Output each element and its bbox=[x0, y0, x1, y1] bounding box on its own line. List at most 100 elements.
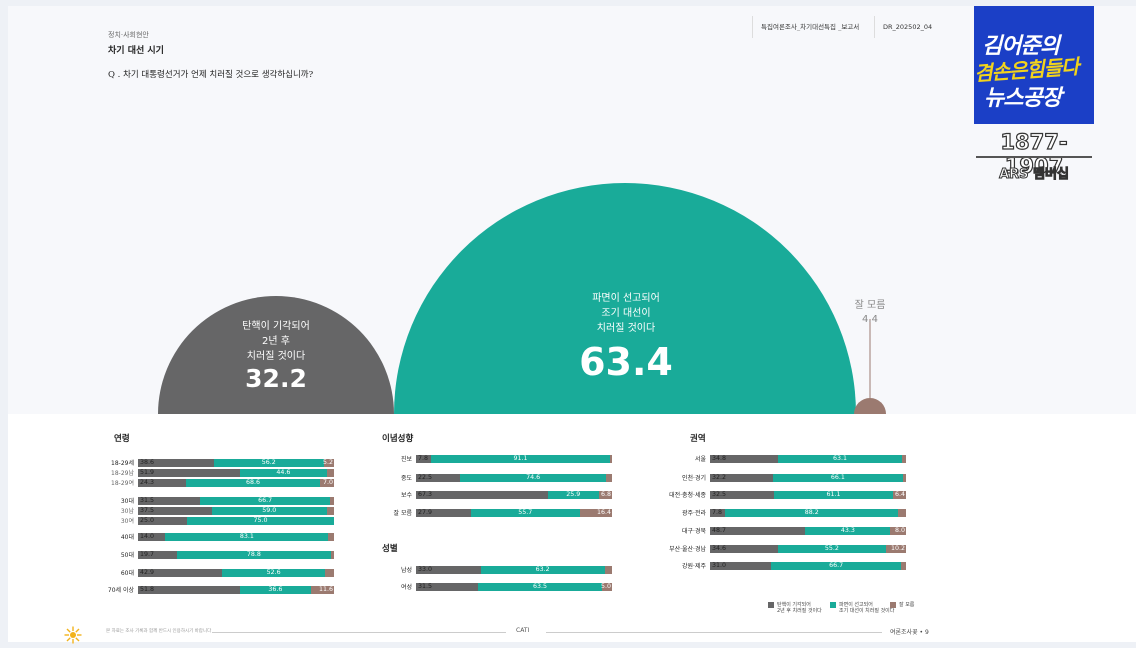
stacked-bar: 31.0 66.7 bbox=[710, 562, 906, 570]
bar-segment-dontknow bbox=[328, 533, 334, 541]
stacked-bar: 51.8 36.6 11.6 bbox=[138, 586, 334, 594]
legend-swatch-dontknow bbox=[890, 602, 896, 608]
bar-segment-dismissed: 34.8 bbox=[710, 455, 779, 463]
bubble-early-value: 63.4 bbox=[579, 340, 673, 384]
bar-row-label: 18-29세 bbox=[111, 460, 134, 467]
legend-dontknow: 잘 모름 bbox=[890, 602, 914, 608]
legend-early: 파면이 선고되어 조기 대선이 치러질 것이다 bbox=[830, 602, 894, 614]
bar-segment-early: 55.7 bbox=[470, 509, 580, 517]
bar-value-label: 5.2 bbox=[322, 459, 333, 466]
bar-value-label: 55.2 bbox=[824, 545, 839, 552]
bar-value-label: 34.8 bbox=[712, 455, 727, 462]
bar-segment-early: 25.9 bbox=[547, 491, 599, 499]
legend-swatch-early bbox=[830, 602, 836, 608]
bar-row-label: 40대 bbox=[120, 534, 134, 541]
bar-segment-dismissed: 33.0 bbox=[416, 566, 481, 574]
bar-segment-dismissed: 31.5 bbox=[138, 497, 200, 505]
bar-row-label: 60대 bbox=[120, 570, 134, 577]
bar-value-label: 55.7 bbox=[518, 509, 533, 516]
bubble-dontknow bbox=[854, 398, 886, 414]
stacked-bar: 33.0 63.2 bbox=[416, 566, 612, 574]
bar-segment-dismissed: 34.6 bbox=[710, 545, 778, 553]
stacked-bar: 42.9 52.6 bbox=[138, 569, 334, 577]
bar-value-label: 43.3 bbox=[840, 527, 855, 534]
bubble-early bbox=[394, 183, 856, 414]
section-title-gender: 성별 bbox=[382, 544, 398, 554]
stacked-bar: 31.5 63.5 5.0 bbox=[416, 583, 612, 591]
section-title-region: 권역 bbox=[690, 434, 706, 444]
bubble-chart bbox=[158, 183, 886, 414]
legend-dismissed: 탄핵이 기각되어 2년 후 치러질 것이다 bbox=[768, 602, 822, 614]
bar-value-label: 67.3 bbox=[418, 491, 433, 498]
bar-segment-early: 66.7 bbox=[770, 562, 902, 570]
bubble-dismissed bbox=[158, 296, 394, 414]
legend-dismissed-line-2: 2년 후 치러질 것이다 bbox=[777, 608, 822, 614]
logo-line-1: 김어준의 bbox=[982, 34, 1060, 59]
bar-segment-dismissed: 51.9 bbox=[138, 469, 240, 477]
bar-value-label: 6.8 bbox=[600, 491, 611, 498]
bar-segment-dismissed: 19.7 bbox=[138, 551, 177, 559]
footer-rule-left bbox=[212, 632, 506, 633]
bar-segment-dontknow bbox=[901, 562, 906, 570]
bar-segment-dismissed: 24.3 bbox=[138, 479, 186, 487]
section-title-ideology: 이념성향 bbox=[382, 434, 414, 444]
bar-value-label: 88.2 bbox=[804, 509, 819, 516]
bar-row-label: 부산·울산·경남 bbox=[669, 546, 706, 553]
bar-value-label: 25.9 bbox=[566, 491, 581, 498]
bar-value-label: 37.5 bbox=[140, 507, 155, 514]
bar-segment-early: 83.1 bbox=[165, 533, 329, 541]
early-label-line-1: 파면이 선고되어 bbox=[592, 293, 660, 304]
bar-segment-early: 63.1 bbox=[778, 455, 902, 463]
bar-segment-early: 59.0 bbox=[211, 507, 328, 515]
dontknow-label-text: 잘 모름 bbox=[854, 300, 886, 311]
bar-value-label: 75.0 bbox=[253, 517, 268, 524]
bar-value-label: 66.7 bbox=[258, 497, 273, 504]
stacked-bar: 14.0 83.1 bbox=[138, 533, 334, 541]
bar-value-label: 32.5 bbox=[712, 491, 727, 498]
footer-page: 여론조사꽃 • 9 bbox=[890, 629, 929, 636]
bar-segment-dismissed: 32.2 bbox=[710, 474, 774, 482]
bar-segment-dontknow bbox=[604, 566, 612, 574]
bar-value-label: 5.0 bbox=[600, 583, 611, 590]
bar-value-label: 38.6 bbox=[140, 459, 155, 466]
bar-segment-early: 43.3 bbox=[805, 527, 891, 535]
news-factory-logo: 김어준의 겸손은힘들다 뉴스공장 bbox=[974, 6, 1094, 124]
bubble-dismissed-value: 32.2 bbox=[245, 364, 307, 393]
bar-row-label: 18-29남 bbox=[111, 470, 134, 477]
bar-row-label: 30여 bbox=[120, 518, 134, 525]
category-label: 정치·사회현안 bbox=[108, 31, 149, 39]
bar-segment-early: 63.5 bbox=[477, 583, 603, 591]
bar-segment-dontknow bbox=[902, 474, 906, 482]
stacked-bar: 34.6 55.2 10.2 bbox=[710, 545, 906, 553]
bar-row-label: 여성 bbox=[400, 584, 412, 591]
bar-value-label: 44.6 bbox=[276, 469, 291, 476]
bar-row-label: 광주·전라 bbox=[682, 510, 706, 517]
bar-value-label: 68.6 bbox=[245, 479, 260, 486]
stacked-bar: 51.9 44.6 bbox=[138, 469, 334, 477]
bar-segment-dontknow: 8.0 bbox=[890, 527, 906, 535]
bar-segment-dontknow: 6.8 bbox=[598, 491, 612, 499]
ars-membership-label: ARS 멤버십 bbox=[999, 167, 1070, 183]
bar-value-label: 16.4 bbox=[596, 509, 611, 516]
bar-row-label: 30남 bbox=[120, 508, 134, 515]
bar-value-label: 74.6 bbox=[526, 474, 541, 481]
bar-row-label: 보수 bbox=[400, 492, 412, 499]
bar-value-label: 66.7 bbox=[829, 562, 844, 569]
bar-value-label: 36.6 bbox=[268, 586, 283, 593]
early-label-line-3: 치러질 것이다 bbox=[596, 323, 656, 334]
bar-segment-dontknow: 16.4 bbox=[579, 509, 612, 517]
stacked-bar: 19.7 78.8 bbox=[138, 551, 334, 559]
report-page: 정치·사회현안 차기 대선 시기 Q . 차기 대통령선거가 언제 치러질 것으… bbox=[8, 6, 1136, 644]
bar-value-label: 52.6 bbox=[266, 569, 281, 576]
stacked-bar: 48.7 43.3 8.0 bbox=[710, 527, 906, 535]
logo-line-3: 뉴스공장 bbox=[984, 86, 1062, 111]
bar-segment-dismissed: 67.3 bbox=[416, 491, 548, 499]
bar-segment-early: 52.6 bbox=[222, 569, 326, 577]
bar-segment-dismissed: 31.0 bbox=[710, 562, 771, 570]
bar-segment-dontknow: 10.2 bbox=[886, 545, 906, 553]
dontknow-label: 잘 모름 4.4 bbox=[840, 299, 900, 327]
bar-value-label: 27.9 bbox=[418, 509, 433, 516]
bar-value-label: 6.4 bbox=[894, 491, 905, 498]
bar-value-label: 48.7 bbox=[712, 527, 727, 534]
legend-dismissed-line-1: 탄핵이 기각되어 bbox=[777, 602, 811, 608]
